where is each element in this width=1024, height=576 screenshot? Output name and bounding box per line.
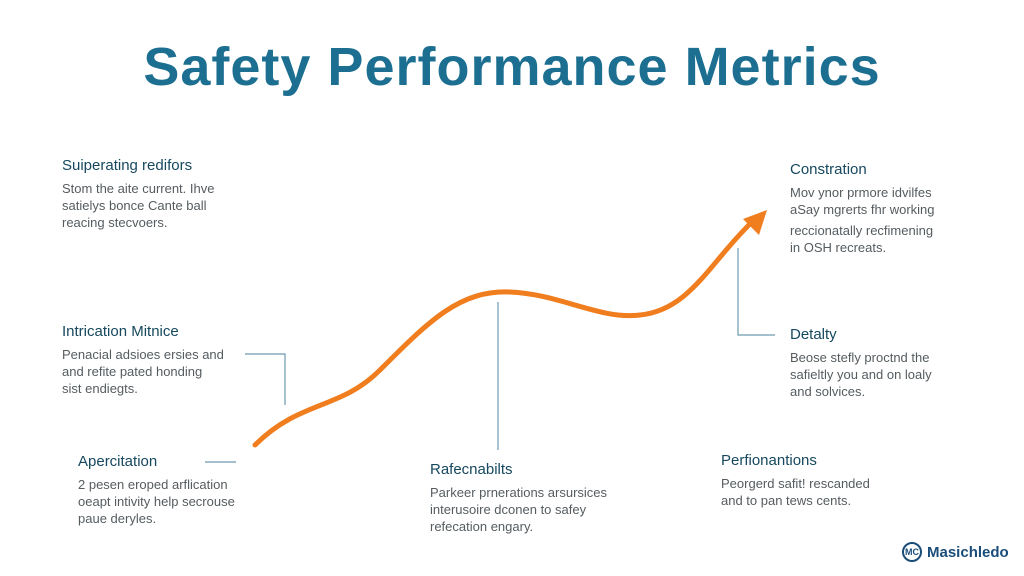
block-line: sist endiegts. [62, 381, 138, 396]
mc-logo-icon: MC [902, 542, 922, 562]
brand-name: Masichledo [927, 543, 1009, 561]
block-line: Mov ynor prmore idvilfes [790, 185, 932, 200]
block-intrication: Intrication Mitnice Penacial adsioes ers… [62, 323, 224, 397]
block-line: and solvices. [790, 384, 866, 399]
block-constration: Constration Mov ynor prmore idvilfes aSay… [790, 161, 935, 256]
block-line: Stom the aite current. Ihve [62, 181, 215, 196]
block-heading: Rafecnabilts [430, 461, 513, 478]
arrow-head-icon [743, 210, 767, 235]
block-heading: Suiperating redifors [62, 157, 193, 174]
block-apercitation: Apercitation 2 pesen eroped arflication o… [78, 453, 235, 527]
trend-curve [252, 219, 755, 448]
block-line: satielys bonce Cante ball [62, 198, 207, 213]
block-heading: Apercitation [78, 453, 158, 470]
block-line: and refite pated honding [62, 364, 203, 379]
block-line: reacing stecvoers. [62, 215, 168, 230]
block-line: safieltly you and on loaly [790, 367, 932, 382]
block-line: and to pan tews cents. [721, 493, 852, 508]
block-heading: Perfionantions [721, 452, 817, 469]
page-title: Safety Performance Metrics [143, 37, 881, 97]
block-line: 2 pesen eroped arflication [78, 477, 228, 492]
block-line: Penacial adsioes ersies and [62, 347, 224, 362]
block-detalty: Detalty Beose stefly proctnd the safieltl… [790, 326, 932, 400]
block-heading: Intrication Mitnice [62, 323, 179, 340]
connector-intrication [245, 353, 286, 405]
block-line: paue deryles. [78, 511, 157, 526]
block-line: Beose stefly proctnd the [790, 350, 930, 365]
block-line: oeapt intivity help secrouse [78, 494, 235, 509]
connector-detalty [737, 248, 775, 336]
block-heading: Constration [790, 161, 867, 178]
block-line: interusoire dconen to safey [430, 502, 587, 517]
block-line: Parkeer prnerations arsursices [430, 485, 608, 500]
block-line: in OSH recreats. [790, 240, 887, 255]
block-perfionantions: Perfionantions Peorgerd safit! rescanded… [721, 452, 870, 509]
block-line: Peorgerd safit! rescanded [721, 476, 870, 491]
block-heading: Detalty [790, 326, 837, 343]
block-line: refecation engary. [430, 519, 534, 534]
block-line: aSay mgrerts fhr working [790, 202, 935, 217]
block-line: reccionatally recfimening [790, 223, 934, 238]
block-rafecnabilts: Rafecnabilts Parkeer prnerations arsursi… [430, 461, 607, 535]
brand-logo: MC Masichledo [902, 542, 1009, 562]
block-suiperating: Suiperating redifors Stom the aite curre… [62, 157, 214, 231]
